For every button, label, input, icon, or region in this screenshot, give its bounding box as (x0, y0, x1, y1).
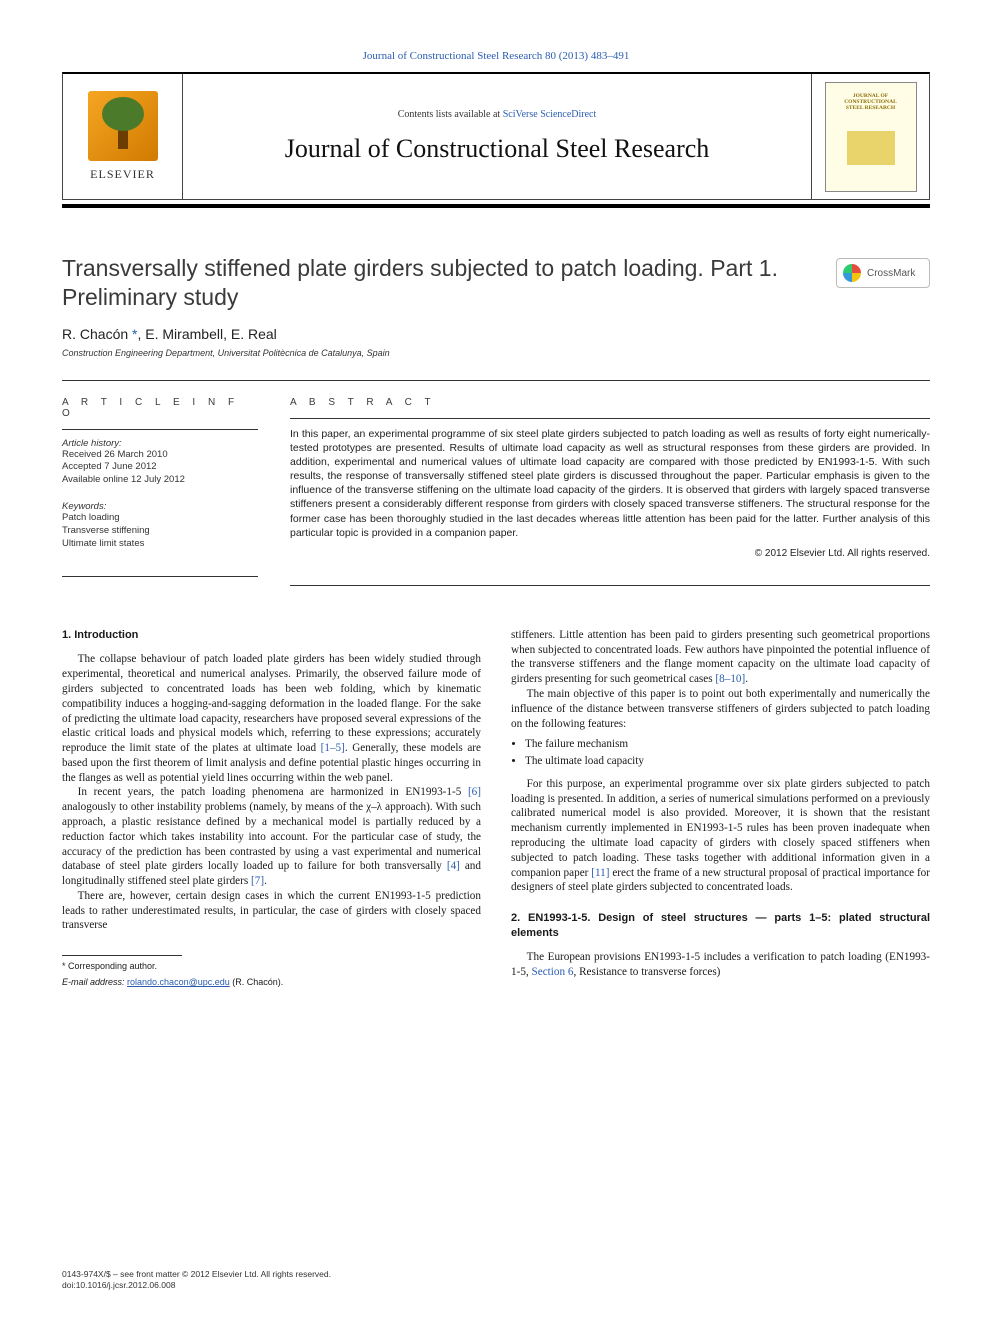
email-label: E-mail address: (62, 977, 127, 987)
publisher-logo-cell: ELSEVIER (63, 74, 183, 199)
header-bottom-rule (62, 204, 930, 208)
article-info-bottom-rule (62, 576, 258, 577)
author-0: R. Chacón (62, 326, 132, 342)
affiliation: Construction Engineering Department, Uni… (62, 348, 930, 358)
article-title: Transversally stiffened plate girders su… (62, 254, 820, 312)
section-1-heading: 1. Introduction (62, 628, 481, 643)
history-received: Received 26 March 2010 (62, 449, 258, 462)
article-info-rule (62, 429, 258, 430)
crossmark-label: CrossMark (867, 268, 915, 279)
corr-email-link[interactable]: rolando.chacon@upc.edu (127, 977, 230, 987)
sec1-para2: In recent years, the patch loading pheno… (62, 785, 481, 888)
sec1-p2b: analogously to other instability problem… (62, 801, 481, 872)
history-online: Available online 12 July 2012 (62, 474, 258, 487)
abstract-top-rule (290, 418, 930, 419)
ref-11[interactable]: [11] (591, 867, 609, 879)
email-suffix: (R. Chacón). (230, 977, 284, 987)
column-right: stiffeners. Little attention has been pa… (511, 628, 930, 989)
ref-1-5[interactable]: [1–5] (321, 742, 345, 754)
history-accepted: Accepted 7 June 2012 (62, 461, 258, 474)
journal-title: Journal of Constructional Steel Research (285, 134, 710, 164)
publisher-name: ELSEVIER (90, 167, 155, 182)
running-head: Journal of Constructional Steel Research… (62, 50, 930, 62)
cover-art-icon (847, 131, 895, 165)
sec1-p2a: In recent years, the patch loading pheno… (78, 786, 468, 798)
contents-prefix: Contents lists available at (398, 109, 503, 120)
email-footnote: E-mail address: rolando.chacon@upc.edu (… (62, 976, 481, 988)
footer-line1: 0143-974X/$ – see front matter © 2012 El… (62, 1269, 331, 1280)
c2p3a: For this purpose, an experimental progra… (511, 778, 930, 879)
column-left: 1. Introduction The collapse behaviour o… (62, 628, 481, 989)
footer-line2: doi:10.1016/j.jcsr.2012.06.008 (62, 1280, 331, 1291)
keyword-1: Transverse stiffening (62, 525, 258, 538)
sec1-p2d: . (264, 875, 267, 887)
crossmark-badge[interactable]: CrossMark (836, 258, 930, 288)
keyword-2: Ultimate limit states (62, 538, 258, 551)
journal-cover-thumb: JOURNAL OF CONSTRUCTIONAL STEEL RESEARCH (825, 82, 917, 192)
abstract-copyright: © 2012 Elsevier Ltd. All rights reserved… (290, 548, 930, 559)
abstract-heading: A B S T R A C T (290, 397, 930, 408)
abstract-block: A B S T R A C T In this paper, an experi… (290, 397, 930, 586)
objectives-list: The failure mechanism The ultimate load … (511, 737, 930, 769)
sec1-para1: The collapse behaviour of patch loaded p… (62, 652, 481, 785)
journal-header: ELSEVIER Contents lists available at Sci… (62, 72, 930, 200)
corr-footnote: * Corresponding author. (62, 960, 481, 972)
col2-para2: The main objective of this paper is to p… (511, 687, 930, 731)
sec1-para3: There are, however, certain design cases… (62, 889, 481, 933)
journal-title-cell: Contents lists available at SciVerse Sci… (183, 74, 811, 199)
footnote-rule (62, 955, 182, 956)
section-2-heading: 2. EN1993-1-5. Design of steel structure… (511, 911, 930, 940)
crossmark-icon (843, 264, 861, 282)
cover-thumb-cell: JOURNAL OF CONSTRUCTIONAL STEEL RESEARCH (811, 74, 929, 199)
objective-1: The ultimate load capacity (525, 754, 930, 769)
c2p1b: . (745, 673, 748, 685)
ref-7[interactable]: [7] (251, 875, 264, 887)
abstract-bottom-rule (290, 585, 930, 586)
ref-section-6[interactable]: Section 6 (532, 966, 574, 978)
article-info-heading: A R T I C L E I N F O (62, 397, 258, 419)
page-footer: 0143-974X/$ – see front matter © 2012 El… (62, 1269, 331, 1291)
authors-line: R. Chacón *, E. Mirambell, E. Real (62, 326, 930, 342)
keyword-0: Patch loading (62, 512, 258, 525)
article-info-block: A R T I C L E I N F O Article history: R… (62, 397, 258, 586)
s2p1b: , Resistance to transverse forces) (573, 966, 720, 978)
cover-line3: STEEL RESEARCH (846, 105, 895, 111)
ref-6[interactable]: [6] (468, 786, 481, 798)
elsevier-tree-icon (88, 91, 158, 161)
ref-4[interactable]: [4] (447, 860, 460, 872)
col2-para3: For this purpose, an experimental progra… (511, 777, 930, 895)
history-label: Article history: (62, 438, 258, 449)
body-columns: 1. Introduction The collapse behaviour o… (62, 628, 930, 989)
col2-para1: stiffeners. Little attention has been pa… (511, 628, 930, 687)
sec1-p1a: The collapse behaviour of patch loaded p… (62, 653, 481, 754)
meta-top-rule (62, 380, 930, 381)
abstract-text: In this paper, an experimental programme… (290, 427, 930, 540)
ref-8-10[interactable]: [8–10] (715, 673, 745, 685)
objective-0: The failure mechanism (525, 737, 930, 752)
sec2-para1: The European provisions EN1993-1-5 inclu… (511, 950, 930, 980)
authors-rest: , E. Mirambell, E. Real (138, 326, 277, 342)
keywords-label: Keywords: (62, 501, 258, 512)
sciencedirect-link[interactable]: SciVerse ScienceDirect (503, 109, 597, 120)
citation-text: Journal of Constructional Steel Research… (363, 50, 630, 62)
contents-line: Contents lists available at SciVerse Sci… (398, 109, 597, 120)
